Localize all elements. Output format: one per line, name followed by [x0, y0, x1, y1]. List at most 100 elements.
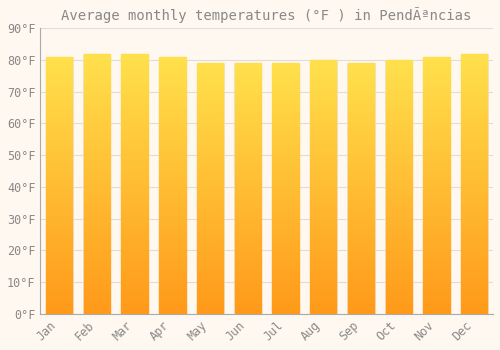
Bar [234, 231, 261, 234]
Bar [310, 205, 336, 207]
Bar [310, 266, 336, 268]
Bar [84, 215, 110, 218]
Bar [310, 78, 336, 80]
Bar [386, 134, 412, 136]
Bar [84, 95, 110, 98]
Bar [461, 132, 487, 134]
Bar [159, 83, 186, 85]
Bar [424, 134, 450, 136]
Bar [348, 136, 374, 138]
Bar [424, 239, 450, 242]
Bar [46, 265, 72, 268]
Bar [197, 171, 224, 174]
Bar [122, 233, 148, 236]
Bar [46, 57, 72, 60]
Bar [310, 230, 336, 233]
Bar [46, 67, 72, 70]
Bar [84, 265, 110, 267]
Bar [348, 111, 374, 113]
Bar [46, 152, 72, 154]
Bar [310, 134, 336, 136]
Bar [46, 221, 72, 224]
Bar [424, 226, 450, 229]
Bar [386, 207, 412, 210]
Bar [46, 278, 72, 280]
Bar [122, 241, 148, 244]
Bar [46, 209, 72, 211]
Bar [272, 304, 299, 306]
Bar [234, 246, 261, 249]
Bar [272, 168, 299, 171]
Bar [424, 131, 450, 134]
Bar [46, 237, 72, 239]
Bar [159, 72, 186, 75]
Bar [310, 248, 336, 250]
Bar [197, 261, 224, 264]
Bar [197, 234, 224, 236]
Bar [234, 91, 261, 93]
Bar [272, 161, 299, 163]
Bar [122, 290, 148, 293]
Bar [122, 88, 148, 90]
Bar [272, 261, 299, 264]
Bar [84, 145, 110, 147]
Bar [159, 198, 186, 201]
Bar [272, 294, 299, 296]
Bar [159, 111, 186, 113]
Bar [46, 301, 72, 303]
Bar [159, 142, 186, 144]
Bar [272, 241, 299, 244]
Bar [461, 278, 487, 280]
Bar [84, 116, 110, 119]
Bar [122, 262, 148, 265]
Bar [348, 206, 374, 209]
Bar [159, 257, 186, 260]
Bar [84, 275, 110, 278]
Bar [234, 118, 261, 121]
Bar [46, 306, 72, 309]
Bar [386, 65, 412, 68]
Bar [424, 144, 450, 147]
Bar [46, 75, 72, 77]
Bar [310, 162, 336, 164]
Bar [461, 155, 487, 158]
Bar [122, 267, 148, 270]
Bar [386, 248, 412, 250]
Bar [272, 156, 299, 159]
Bar [461, 309, 487, 311]
Bar [272, 83, 299, 86]
Bar [46, 136, 72, 139]
Bar [386, 124, 412, 126]
Bar [197, 236, 224, 239]
Bar [122, 257, 148, 259]
Bar [122, 186, 148, 189]
Bar [348, 138, 374, 141]
Bar [272, 176, 299, 178]
Bar [348, 161, 374, 163]
Bar [272, 88, 299, 91]
Bar [159, 100, 186, 103]
Bar [122, 124, 148, 126]
Bar [272, 254, 299, 256]
Bar [461, 212, 487, 215]
Bar [84, 290, 110, 293]
Bar [197, 211, 224, 213]
Bar [159, 283, 186, 286]
Bar [386, 278, 412, 281]
Bar [234, 284, 261, 286]
Bar [197, 148, 224, 151]
Bar [159, 311, 186, 314]
Bar [348, 123, 374, 126]
Bar [84, 236, 110, 238]
Bar [46, 88, 72, 90]
Bar [424, 57, 450, 60]
Bar [234, 71, 261, 73]
Bar [461, 173, 487, 176]
Bar [197, 286, 224, 289]
Bar [159, 119, 186, 121]
Bar [386, 85, 412, 88]
Bar [84, 85, 110, 88]
Bar [234, 88, 261, 91]
Bar [159, 219, 186, 221]
Bar [159, 309, 186, 311]
